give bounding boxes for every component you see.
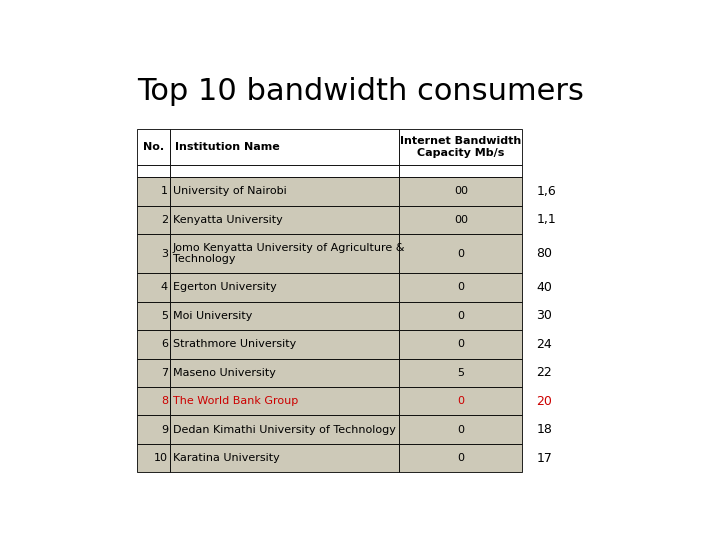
Text: 24: 24 (536, 338, 552, 351)
Bar (170, 387, 400, 415)
Text: 30: 30 (536, 309, 552, 322)
Text: 0: 0 (457, 311, 464, 321)
Text: Maseno University: Maseno University (173, 368, 276, 378)
Bar (138, 330, 170, 359)
Bar (400, 129, 523, 165)
Text: 0: 0 (457, 339, 464, 349)
Text: Kenyatta University: Kenyatta University (173, 215, 283, 225)
Text: 00: 00 (454, 186, 468, 197)
Text: 9: 9 (161, 424, 168, 435)
Text: 80: 80 (536, 247, 552, 260)
Bar (138, 359, 170, 387)
Bar (400, 177, 523, 206)
Bar (400, 165, 523, 177)
Text: 17: 17 (536, 451, 552, 464)
Text: Dedan Kimathi University of Technology: Dedan Kimathi University of Technology (173, 424, 396, 435)
Bar (400, 273, 523, 302)
Text: 8: 8 (161, 396, 168, 406)
Text: Jomo Kenyatta University of Agriculture &
Technology: Jomo Kenyatta University of Agriculture … (173, 243, 405, 265)
Bar (170, 444, 400, 472)
Text: 2: 2 (161, 215, 168, 225)
Text: 1,6: 1,6 (536, 185, 556, 198)
Text: 4: 4 (161, 282, 168, 293)
Text: The World Bank Group: The World Bank Group (173, 396, 298, 406)
Bar (170, 177, 400, 206)
Bar (400, 302, 523, 330)
Bar (138, 234, 170, 273)
Bar (170, 165, 400, 177)
Text: University of Nairobi: University of Nairobi (173, 186, 287, 197)
Bar (138, 302, 170, 330)
Text: Institution Name: Institution Name (175, 142, 279, 152)
Text: Strathmore University: Strathmore University (173, 339, 296, 349)
Text: 22: 22 (536, 366, 552, 379)
Text: 10: 10 (154, 453, 168, 463)
Text: Egerton University: Egerton University (173, 282, 276, 293)
Bar (138, 206, 170, 234)
Bar (170, 234, 400, 273)
Text: 3: 3 (161, 248, 168, 259)
Text: 5: 5 (457, 368, 464, 378)
Text: Top 10 bandwidth consumers: Top 10 bandwidth consumers (138, 77, 585, 106)
Bar (400, 387, 523, 415)
Text: 7: 7 (161, 368, 168, 378)
Text: 40: 40 (536, 281, 552, 294)
Bar (138, 177, 170, 206)
Text: No.: No. (143, 142, 164, 152)
Bar (170, 206, 400, 234)
Bar (170, 273, 400, 302)
Bar (138, 387, 170, 415)
Bar (170, 415, 400, 444)
Bar (138, 165, 170, 177)
Bar (400, 330, 523, 359)
Text: Moi University: Moi University (173, 311, 252, 321)
Bar (138, 444, 170, 472)
Text: Karatina University: Karatina University (173, 453, 279, 463)
Text: 18: 18 (536, 423, 552, 436)
Bar (138, 415, 170, 444)
Bar (170, 330, 400, 359)
Text: 0: 0 (457, 453, 464, 463)
Bar (170, 302, 400, 330)
Text: 0: 0 (457, 396, 464, 406)
Bar (400, 444, 523, 472)
Text: 0: 0 (457, 282, 464, 293)
Bar (400, 206, 523, 234)
Text: Internet Bandwidth
Capacity Mb/s: Internet Bandwidth Capacity Mb/s (400, 136, 521, 158)
Bar (400, 359, 523, 387)
Bar (138, 129, 170, 165)
Bar (400, 234, 523, 273)
Text: 6: 6 (161, 339, 168, 349)
Bar (170, 129, 400, 165)
Text: 0: 0 (457, 424, 464, 435)
Bar (138, 273, 170, 302)
Text: 00: 00 (454, 215, 468, 225)
Text: 20: 20 (536, 395, 552, 408)
Text: 5: 5 (161, 311, 168, 321)
Bar (170, 359, 400, 387)
Text: 0: 0 (457, 248, 464, 259)
Bar (400, 415, 523, 444)
Text: 1,1: 1,1 (536, 213, 556, 226)
Text: 1: 1 (161, 186, 168, 197)
